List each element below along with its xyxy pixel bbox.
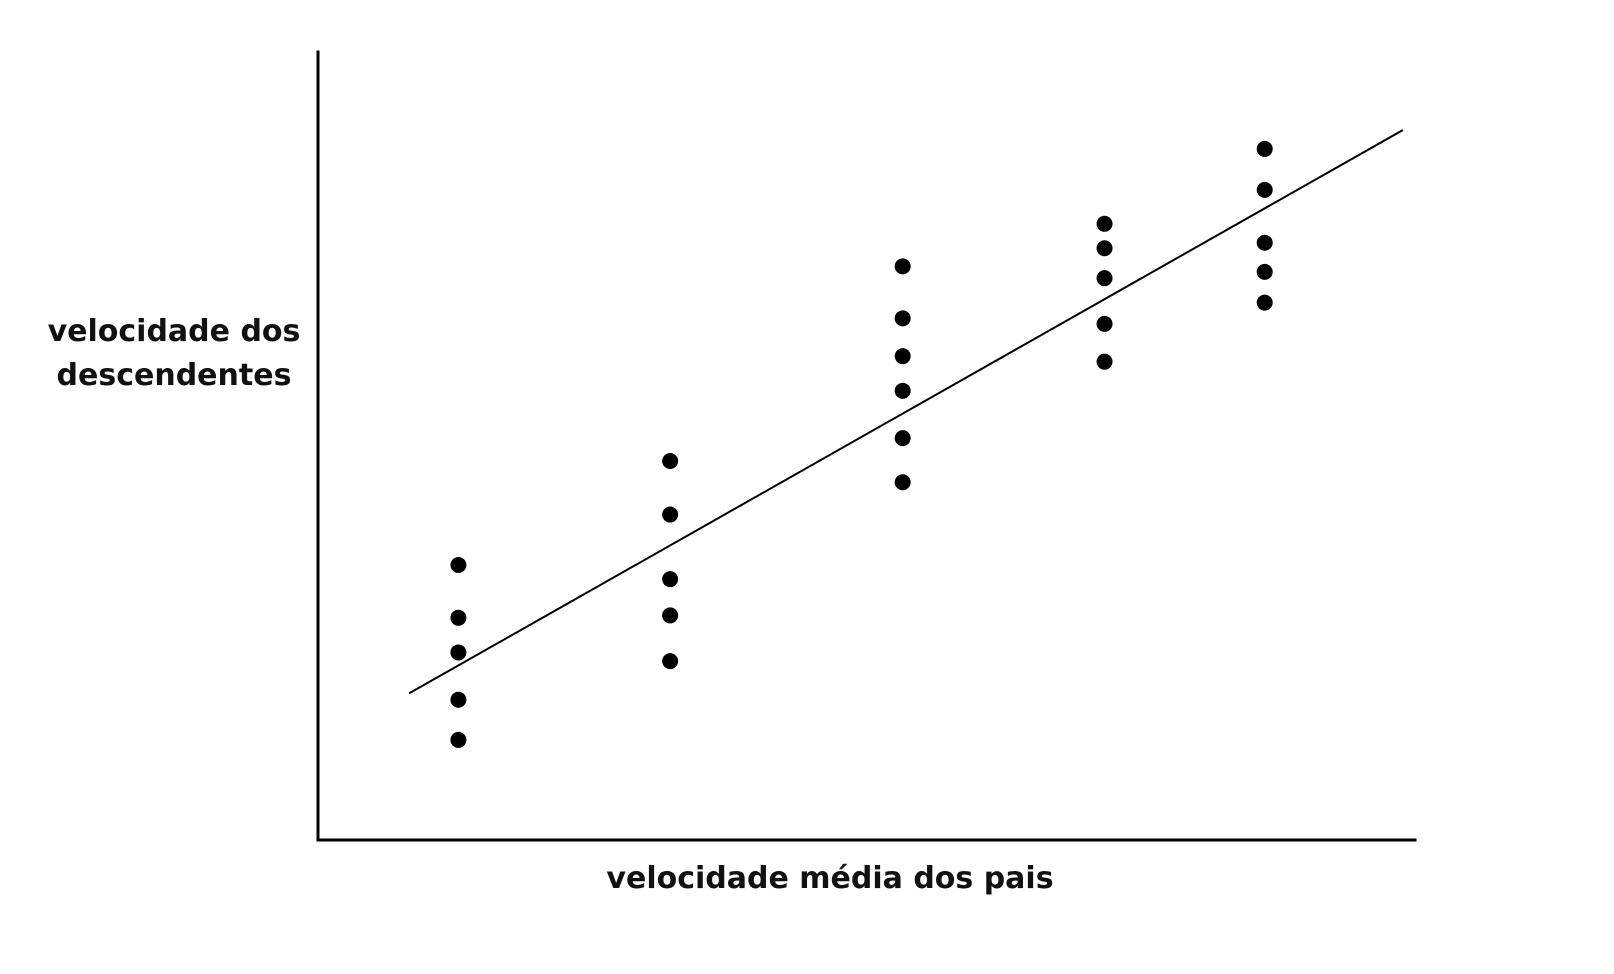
data-point-17 xyxy=(1096,215,1113,232)
trend-line xyxy=(408,129,1404,695)
data-point-11 xyxy=(894,258,911,275)
data-point-1 xyxy=(450,556,467,573)
data-point-14 xyxy=(894,382,911,399)
data-point-24 xyxy=(1256,234,1273,251)
data-point-2 xyxy=(450,609,467,626)
data-point-5 xyxy=(450,731,467,748)
data-point-19 xyxy=(1096,270,1113,287)
data-point-18 xyxy=(1096,240,1113,257)
data-point-25 xyxy=(1256,263,1273,280)
y-axis-label-line-2: descendentes xyxy=(57,358,292,393)
data-point-12 xyxy=(894,310,911,327)
data-point-3 xyxy=(450,644,467,661)
data-point-22 xyxy=(1256,140,1273,157)
data-point-15 xyxy=(894,430,911,447)
data-point-16 xyxy=(894,474,911,491)
data-point-4 xyxy=(450,691,467,708)
y-axis-label-line-1: velocidade dos xyxy=(48,314,301,349)
data-points xyxy=(450,140,1273,748)
data-point-6 xyxy=(662,452,679,469)
data-point-20 xyxy=(1096,315,1113,332)
data-point-9 xyxy=(662,607,679,624)
data-point-21 xyxy=(1096,353,1113,370)
axes xyxy=(316,50,1417,842)
data-point-8 xyxy=(662,571,679,588)
x-axis-label: velocidade média dos pais xyxy=(606,861,1053,896)
data-point-13 xyxy=(894,348,911,365)
data-point-23 xyxy=(1256,181,1273,198)
data-point-7 xyxy=(662,506,679,523)
data-point-26 xyxy=(1256,294,1273,311)
data-point-10 xyxy=(662,653,679,670)
